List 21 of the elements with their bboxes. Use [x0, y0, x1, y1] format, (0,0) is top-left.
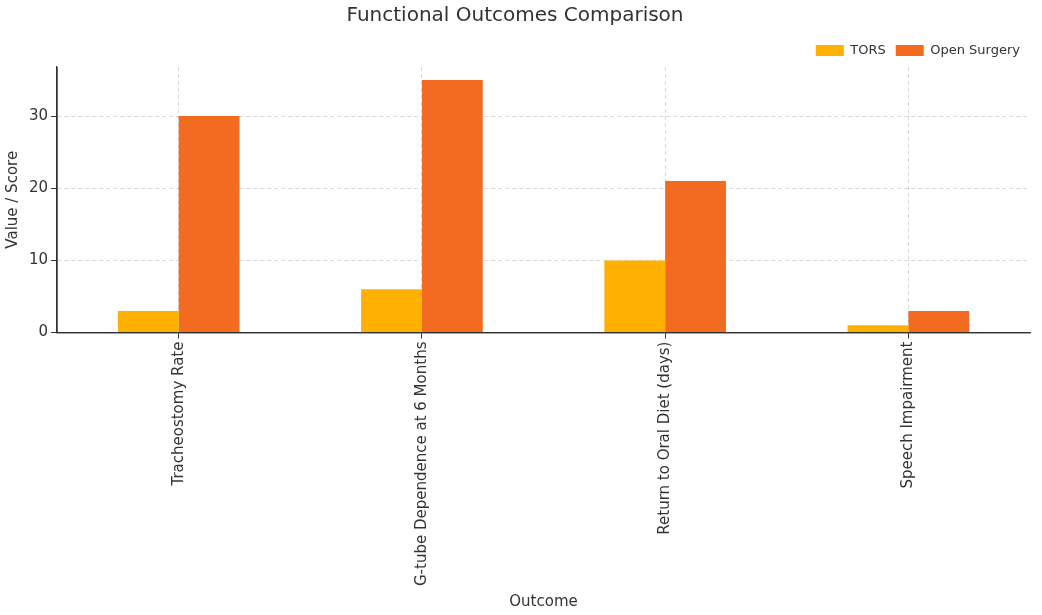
bar	[847, 325, 909, 333]
x-tick-label: G-tube Dependence at 6 Months	[411, 341, 430, 587]
legend-label: Open Surgery	[930, 41, 1021, 57]
bar	[361, 289, 422, 333]
x-axis-title: Outcome	[509, 591, 578, 610]
x-tick-label: Speech Impairment	[898, 341, 917, 489]
y-axis-title: Value / Score	[2, 150, 21, 249]
bar	[665, 181, 726, 333]
y-tick-label: 10	[28, 250, 49, 269]
y-tick-label: 30	[28, 105, 49, 124]
x-tick-label: Return to Oral Diet (days)	[655, 341, 674, 535]
bar	[908, 310, 970, 333]
y-tick-label: 20	[28, 178, 49, 197]
bar	[117, 310, 179, 333]
bar	[178, 116, 240, 333]
x-tick-label: Tracheostomy Rate	[168, 341, 187, 487]
chart-title: Functional Outcomes Comparison	[346, 2, 684, 27]
legend-label: TORS	[849, 41, 886, 57]
bar	[604, 260, 666, 333]
y-tick-label: 0	[38, 322, 49, 341]
bar	[421, 79, 483, 333]
